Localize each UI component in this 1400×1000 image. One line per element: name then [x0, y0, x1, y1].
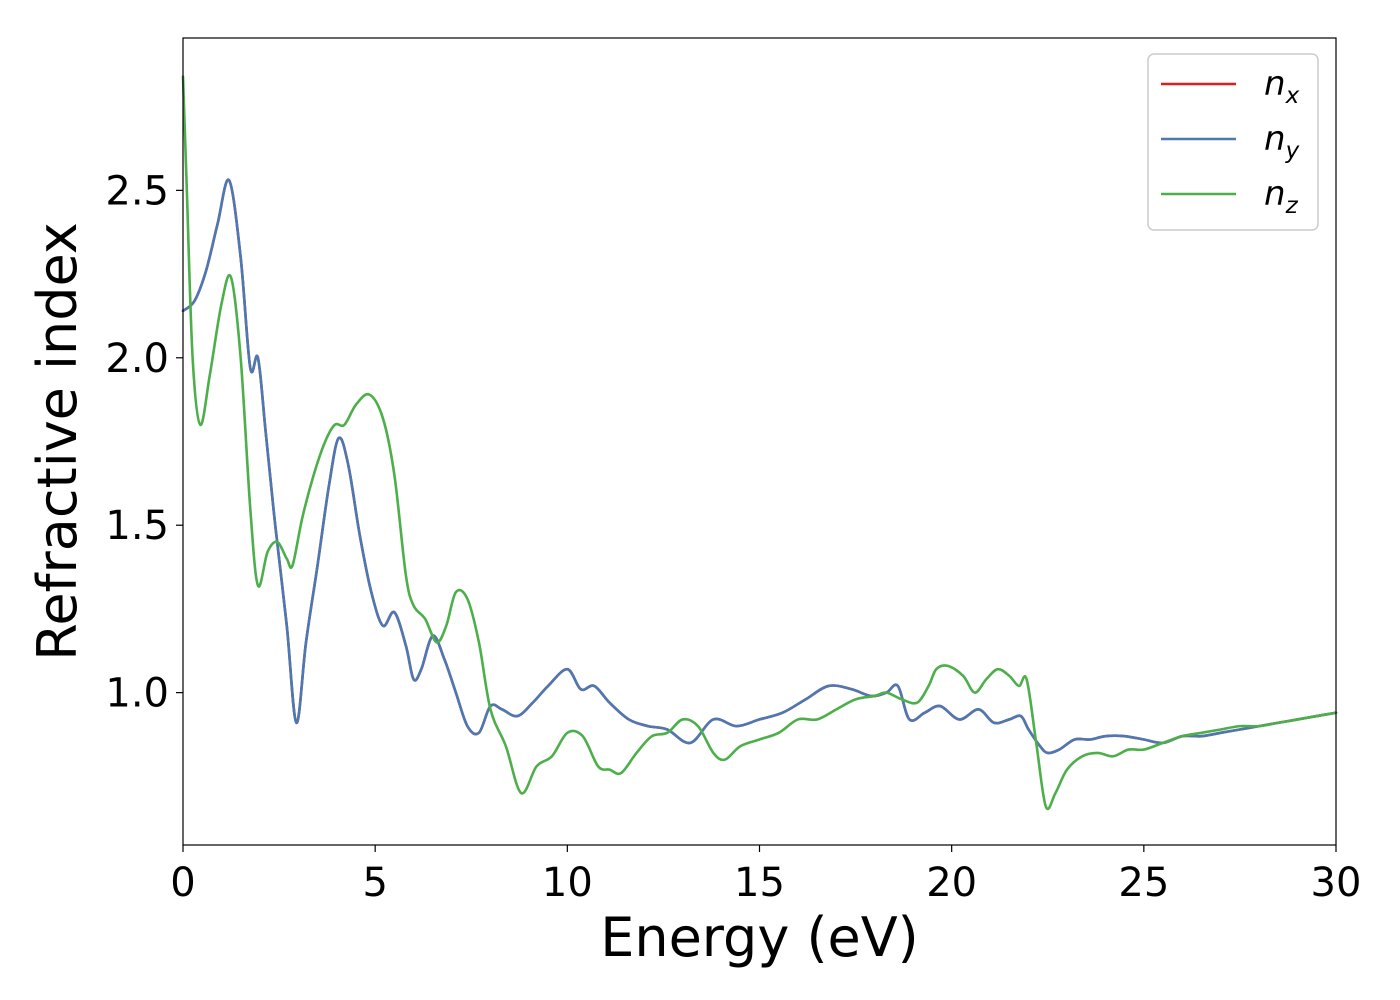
y-tick-label: 1.5	[105, 503, 169, 549]
plot-frame	[182, 37, 1337, 846]
x-tick-label: 5	[362, 860, 387, 906]
legend: nx ny nz	[1147, 53, 1319, 231]
series-line-n-y	[181, 178, 1338, 755]
x-tick-label: 20	[926, 860, 977, 906]
y-tick-label: 2.5	[105, 168, 169, 214]
series-line-n-z	[181, 75, 1338, 811]
y-tick-label: 2.0	[105, 336, 169, 382]
series-layer	[181, 75, 1338, 811]
x-tick-label: 0	[170, 860, 195, 906]
x-axis-title: Energy (eV)	[600, 906, 919, 969]
y-tick-label: 1.0	[105, 671, 169, 717]
y-axis-title: Refractive index	[26, 222, 89, 661]
x-tick-label: 10	[542, 860, 593, 906]
legend-label-n-y: ny	[1264, 119, 1300, 164]
ticks-layer: 0 5 10 15 20 25 30 1.0 1.5 2.0 2.5	[105, 168, 1361, 906]
x-tick-label: 15	[734, 860, 785, 906]
legend-label-n-z: nz	[1264, 174, 1299, 219]
plot-area	[183, 38, 1336, 845]
legend-label-n-x: nx	[1264, 64, 1300, 109]
x-tick-label: 25	[1118, 860, 1169, 906]
legend-box	[1147, 53, 1319, 231]
x-tick-label: 30	[1311, 860, 1362, 906]
